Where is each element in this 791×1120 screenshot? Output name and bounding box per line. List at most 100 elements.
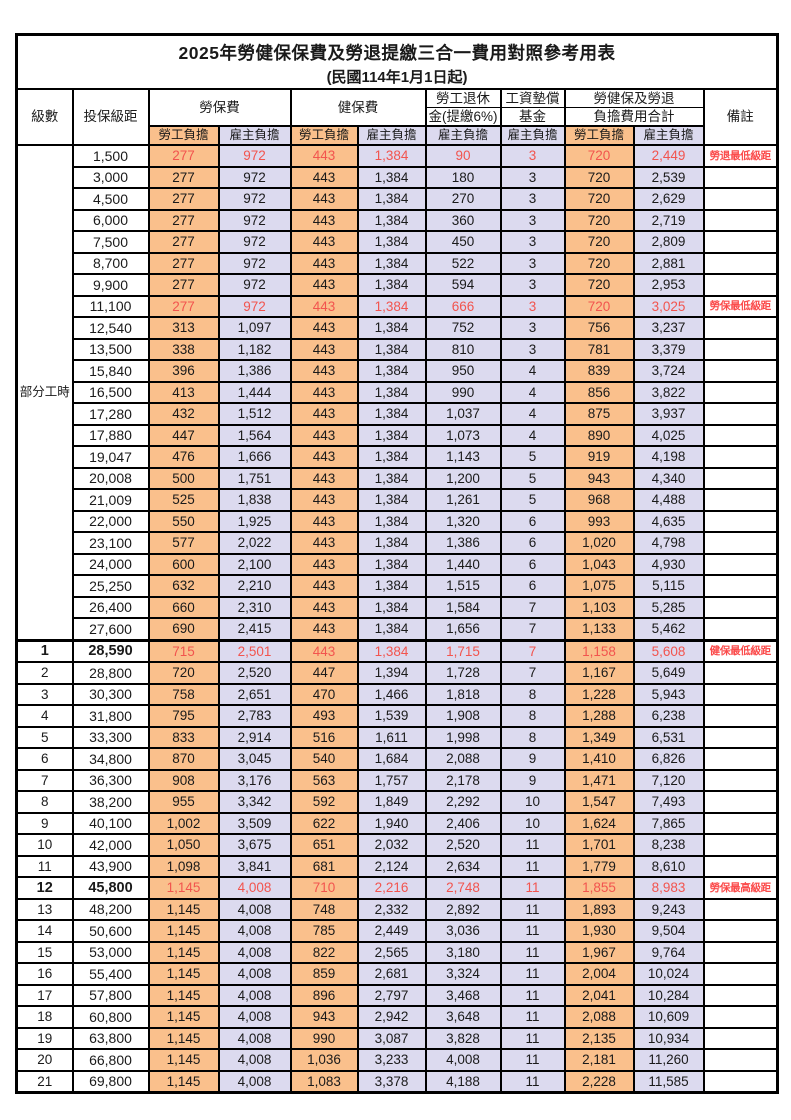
wage-fund-employer-cell: 10 [499,790,566,814]
total-employer-cell: 10,609 [632,1005,705,1029]
health-ins-employee-cell: 443 [289,638,359,663]
health-ins-employer-cell: 1,384 [356,595,427,619]
labor-ins-employee-cell: 758 [147,682,220,706]
labor-ins-employer-cell: 2,100 [217,552,292,576]
labor-ins-employer-cell: 972 [217,187,292,211]
wage-fund-employer-cell: 3 [499,273,566,297]
health-ins-employer-cell: 2,681 [356,962,427,986]
total-employee-cell: 1,133 [563,617,635,641]
bracket-cell: 17,280 [71,402,150,426]
labor-ins-employee-cell: 577 [147,531,220,555]
total-employee-cell: 756 [563,316,635,340]
health-ins-employer-cell: 1,384 [356,380,427,404]
labor-ins-employer-cell: 972 [217,230,292,254]
pension-employer-cell: 810 [424,337,502,361]
remark-cell [702,1026,779,1050]
total-employee-cell: 720 [563,144,635,168]
total-employer-cell: 2,719 [632,208,705,232]
labor-ins-employee-cell: 313 [147,316,220,340]
labor-ins-employee-cell: 277 [147,208,220,232]
pension-employer-cell: 1,200 [424,466,502,490]
pension-employer-cell: 1,320 [424,509,502,533]
pension-employer-cell: 90 [424,144,502,168]
health-ins-employee-cell: 470 [289,682,359,706]
pension-employer-cell: 2,292 [424,790,502,814]
wage-fund-employer-cell: 7 [499,595,566,619]
bracket-cell: 50,600 [71,919,150,943]
pension-employer-cell: 1,440 [424,552,502,576]
pension-employer-cell: 450 [424,230,502,254]
health-ins-employee-cell: 748 [289,897,359,921]
labor-ins-employer-cell: 3,509 [217,811,292,835]
pension-employer-cell: 180 [424,165,502,189]
labor-ins-employer-cell: 4,008 [217,1069,292,1094]
wage-fund-employer-cell: 4 [499,402,566,426]
bracket-cell: 53,000 [71,940,150,964]
table-row: 11,100 277 972 443 1,384 666 3 720 3,025 勞保最低級距 [17,294,779,318]
wage-fund-employer-cell: 5 [499,488,566,512]
table-row: 18 60,800 1,145 4,008 943 2,942 3,648 11 2,088 10… [15,1005,779,1029]
subheader-pension-employer: 雇主負擔 [424,125,502,146]
health-ins-employer-cell: 3,087 [356,1026,427,1050]
level-cell: 2 [15,661,74,685]
wage-fund-employer-cell: 8 [499,682,566,706]
pension-employer-cell: 3,324 [424,962,502,986]
total-employee-cell: 1,701 [563,833,635,857]
total-employer-cell: 6,238 [632,704,705,728]
table-row: 15,840 396 1,386 443 1,384 950 4 839 3,724 [17,359,779,383]
total-employer-cell: 7,493 [632,790,705,814]
labor-ins-employer-cell: 3,045 [217,747,292,771]
health-ins-employee-cell: 516 [289,725,359,749]
pension-employer-cell: 270 [424,187,502,211]
total-employer-cell: 5,462 [632,617,705,641]
bracket-cell: 43,900 [71,854,150,878]
total-employer-cell: 11,260 [632,1048,705,1072]
health-ins-employee-cell: 443 [289,617,359,641]
table-row: 7 36,300 908 3,176 563 1,757 2,178 9 1,471 7,120 [15,768,779,792]
health-ins-employee-cell: 443 [289,445,359,469]
level-cell: 18 [15,1005,74,1029]
labor-ins-employee-cell: 277 [147,294,220,318]
total-employer-cell: 4,025 [632,423,705,447]
health-ins-employee-cell: 710 [289,876,359,900]
total-employee-cell: 1,288 [563,704,635,728]
total-employee-cell: 1,075 [563,574,635,598]
bracket-cell: 60,800 [71,1005,150,1029]
remark-cell: 勞保最高級距 [702,876,779,900]
health-ins-employer-cell: 1,611 [356,725,427,749]
labor-ins-employer-cell: 972 [217,144,292,168]
table-row: 3,000 277 972 443 1,384 180 3 720 2,539 [17,165,779,189]
total-employee-cell: 720 [563,230,635,254]
labor-ins-employee-cell: 500 [147,466,220,490]
page: 2025年勞健保保費及勞退提繳三合一費用對照參考用表 (民國114年1月1日起)… [15,33,779,1094]
labor-ins-employee-cell: 833 [147,725,220,749]
total-employer-cell: 3,025 [632,294,705,318]
bracket-cell: 17,880 [71,423,150,447]
labor-ins-employer-cell: 1,386 [217,359,292,383]
total-employee-cell: 1,967 [563,940,635,964]
table-row: 26,400 660 2,310 443 1,384 1,584 7 1,103 5,285 [17,595,779,619]
total-employer-cell: 7,120 [632,768,705,792]
pension-employer-cell: 594 [424,273,502,297]
wage-fund-employer-cell: 6 [499,509,566,533]
remark-cell [702,983,779,1007]
wage-fund-employer-cell: 6 [499,531,566,555]
labor-ins-employer-cell: 2,914 [217,725,292,749]
labor-ins-employer-cell: 972 [217,165,292,189]
total-employee-cell: 1,779 [563,854,635,878]
labor-ins-employee-cell: 1,145 [147,940,220,964]
bracket-cell: 7,500 [71,230,150,254]
labor-ins-employer-cell: 3,342 [217,790,292,814]
labor-ins-employer-cell: 2,415 [217,617,292,641]
table-row: 23,100 577 2,022 443 1,384 1,386 6 1,020 4,798 [17,531,779,555]
remark-cell: 勞保最低級距 [702,294,779,318]
total-employee-cell: 1,471 [563,768,635,792]
labor-ins-employee-cell: 1,145 [147,1005,220,1029]
remark-cell [702,208,779,232]
health-ins-employee-cell: 493 [289,704,359,728]
bracket-cell: 15,840 [71,359,150,383]
labor-ins-employer-cell: 972 [217,294,292,318]
table-row: 12,540 313 1,097 443 1,384 752 3 756 3,237 [17,316,779,340]
pension-employer-cell: 752 [424,316,502,340]
labor-ins-employee-cell: 413 [147,380,220,404]
